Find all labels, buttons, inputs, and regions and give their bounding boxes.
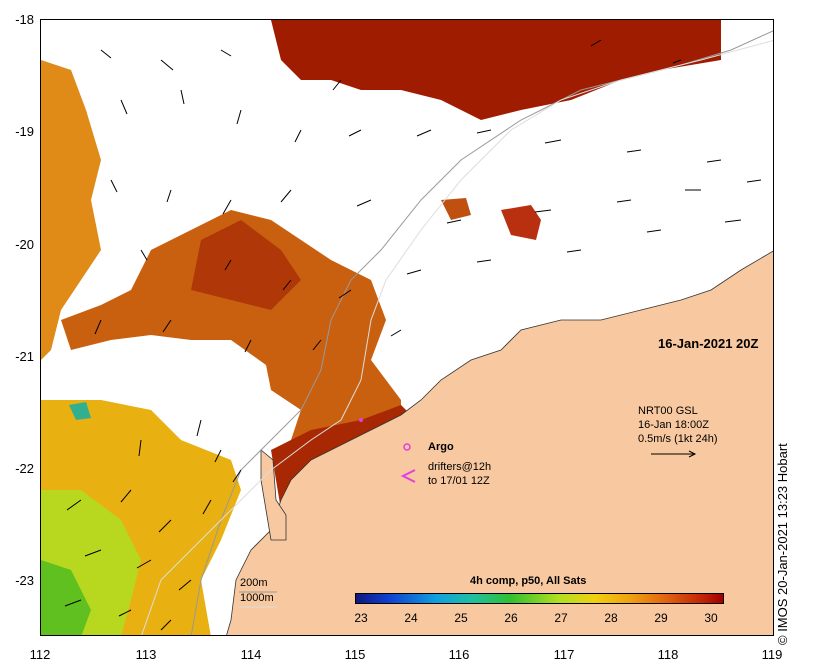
contour-1000m — [141, 40, 773, 635]
drifter-symbol — [400, 469, 416, 483]
y-tick-label: -23 — [15, 573, 34, 588]
x-tick-label: 117 — [553, 647, 575, 662]
contour-1000m-label: 1000m — [240, 592, 274, 604]
x-tick-label: 118 — [657, 647, 679, 662]
argo-marker — [403, 443, 411, 451]
argo-float-position — [359, 418, 363, 422]
sst-teal-patch — [69, 402, 91, 420]
colorbar-tick: 29 — [654, 611, 668, 625]
land — [226, 250, 773, 635]
y-tick-label: -21 — [15, 349, 34, 364]
current-legend-scale: 0.5m/s (1kt 24h) — [638, 433, 718, 445]
y-tick-label: -20 — [15, 237, 34, 252]
contour-200m-label: 200m — [240, 577, 268, 589]
colorbar-tick: 27 — [554, 611, 568, 625]
sst-central — [61, 210, 401, 470]
drifters-label: drifters@12h — [428, 461, 492, 473]
colorbar — [355, 593, 724, 604]
map-panel[interactable] — [40, 19, 774, 636]
sst-central-hot — [191, 220, 301, 310]
x-tick-label: 119 — [761, 647, 783, 662]
y-tick-label: -22 — [15, 461, 34, 476]
sst-north-hot — [271, 20, 721, 120]
colorbar-tick: 24 — [404, 611, 418, 625]
sst-southwest-coolest — [41, 560, 91, 635]
x-tick-label: 112 — [29, 647, 51, 662]
colorbar-tick: 28 — [604, 611, 618, 625]
sst-east-patch — [501, 205, 541, 240]
drifters-period-label: to 17/01 12Z — [428, 475, 490, 487]
sst-east-dot — [441, 198, 471, 220]
x-tick-label: 116 — [448, 647, 470, 662]
legend-arrow — [651, 450, 697, 458]
imos-credit: © IMOS 20-Jan-2021 13:23 Hobart — [775, 443, 790, 645]
x-tick-label: 113 — [135, 647, 157, 662]
colorbar-tick: 30 — [704, 611, 718, 625]
argo-label: Argo — [428, 441, 454, 453]
y-tick-label: -19 — [15, 124, 34, 139]
current-legend-source: NRT00 GSL — [638, 405, 698, 417]
sst-west-warm — [41, 60, 101, 360]
current-vectors — [64, 39, 762, 631]
colorbar-tick: 25 — [454, 611, 468, 625]
colorbar-tick: 26 — [504, 611, 518, 625]
y-tick-label: -18 — [15, 12, 34, 27]
colorbar-title: 4h comp, p50, All Sats — [470, 575, 587, 587]
sst-map — [41, 20, 773, 635]
x-tick-label: 114 — [240, 647, 262, 662]
x-tick-label: 115 — [344, 647, 366, 662]
colorbar-tick: 23 — [354, 611, 368, 625]
peninsula-coast — [260, 449, 287, 541]
map-timestamp: 16-Jan-2021 20Z — [658, 336, 759, 351]
current-legend-time: 16-Jan 18:00Z — [638, 419, 709, 431]
